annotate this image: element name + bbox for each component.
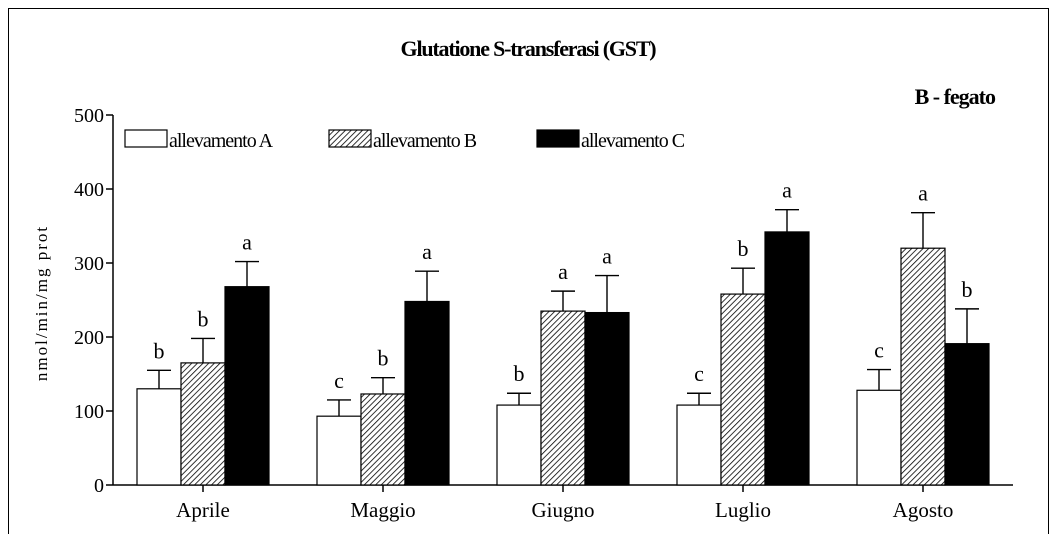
- bar: [584, 311, 630, 486]
- significance-label: b: [962, 277, 973, 302]
- bar: [136, 388, 182, 486]
- significance-label: c: [694, 361, 704, 386]
- legend: allevamento A allevamento B allevamento C: [124, 129, 686, 152]
- legend-label: allevamento B: [373, 130, 477, 152]
- bar: [720, 293, 766, 486]
- chart-title: Glutatione S-transferasi (GST): [401, 36, 657, 61]
- bar: [944, 343, 990, 486]
- legend-swatch: [124, 129, 168, 148]
- significance-label: b: [514, 361, 525, 386]
- significance-label: a: [782, 178, 792, 203]
- bar: [856, 389, 902, 486]
- x-tick-label: Giugno: [532, 498, 595, 522]
- significance-label: a: [422, 239, 432, 264]
- significance-label: a: [242, 230, 252, 255]
- x-tick-label: Aprile: [176, 498, 230, 522]
- bar: [180, 362, 226, 486]
- x-tick-label: Maggio: [350, 498, 415, 522]
- legend-swatch: [536, 129, 580, 148]
- x-tick-label: Luglio: [715, 498, 771, 522]
- y-axis-title: nmol/min/mg prot: [32, 225, 51, 381]
- significance-label: b: [198, 306, 209, 331]
- x-tick-label: Agosto: [893, 498, 954, 522]
- y-tick-label: 0: [94, 475, 104, 497]
- y-tick-label: 300: [74, 253, 104, 275]
- legend-label: allevamento C: [581, 130, 685, 152]
- bar: [360, 393, 406, 486]
- significance-label: b: [378, 346, 389, 371]
- significance-label: a: [602, 244, 612, 269]
- bar: [496, 404, 542, 486]
- bar: [676, 404, 722, 486]
- bar: [404, 300, 450, 486]
- bar: [224, 286, 270, 486]
- y-tick-label: 200: [74, 327, 104, 349]
- significance-label: a: [918, 181, 928, 206]
- bar: [540, 310, 586, 486]
- legend-label: allevamento A: [169, 130, 274, 152]
- significance-label: b: [154, 338, 165, 363]
- significance-label: c: [334, 368, 344, 393]
- chart-frame: [8, 8, 1049, 534]
- bar: [764, 231, 810, 486]
- y-tick-label: 500: [74, 105, 104, 127]
- y-tick-label: 400: [74, 179, 104, 201]
- bar: [900, 247, 946, 486]
- significance-label: b: [738, 236, 749, 261]
- bars: b b a c b a b a a c b a c a b: [136, 178, 990, 486]
- bar: [316, 415, 362, 486]
- significance-label: a: [558, 259, 568, 284]
- y-tick-label: 100: [74, 401, 104, 423]
- significance-label: c: [874, 338, 884, 363]
- panel-label: B - fegato: [915, 84, 996, 109]
- legend-swatch: [328, 129, 372, 148]
